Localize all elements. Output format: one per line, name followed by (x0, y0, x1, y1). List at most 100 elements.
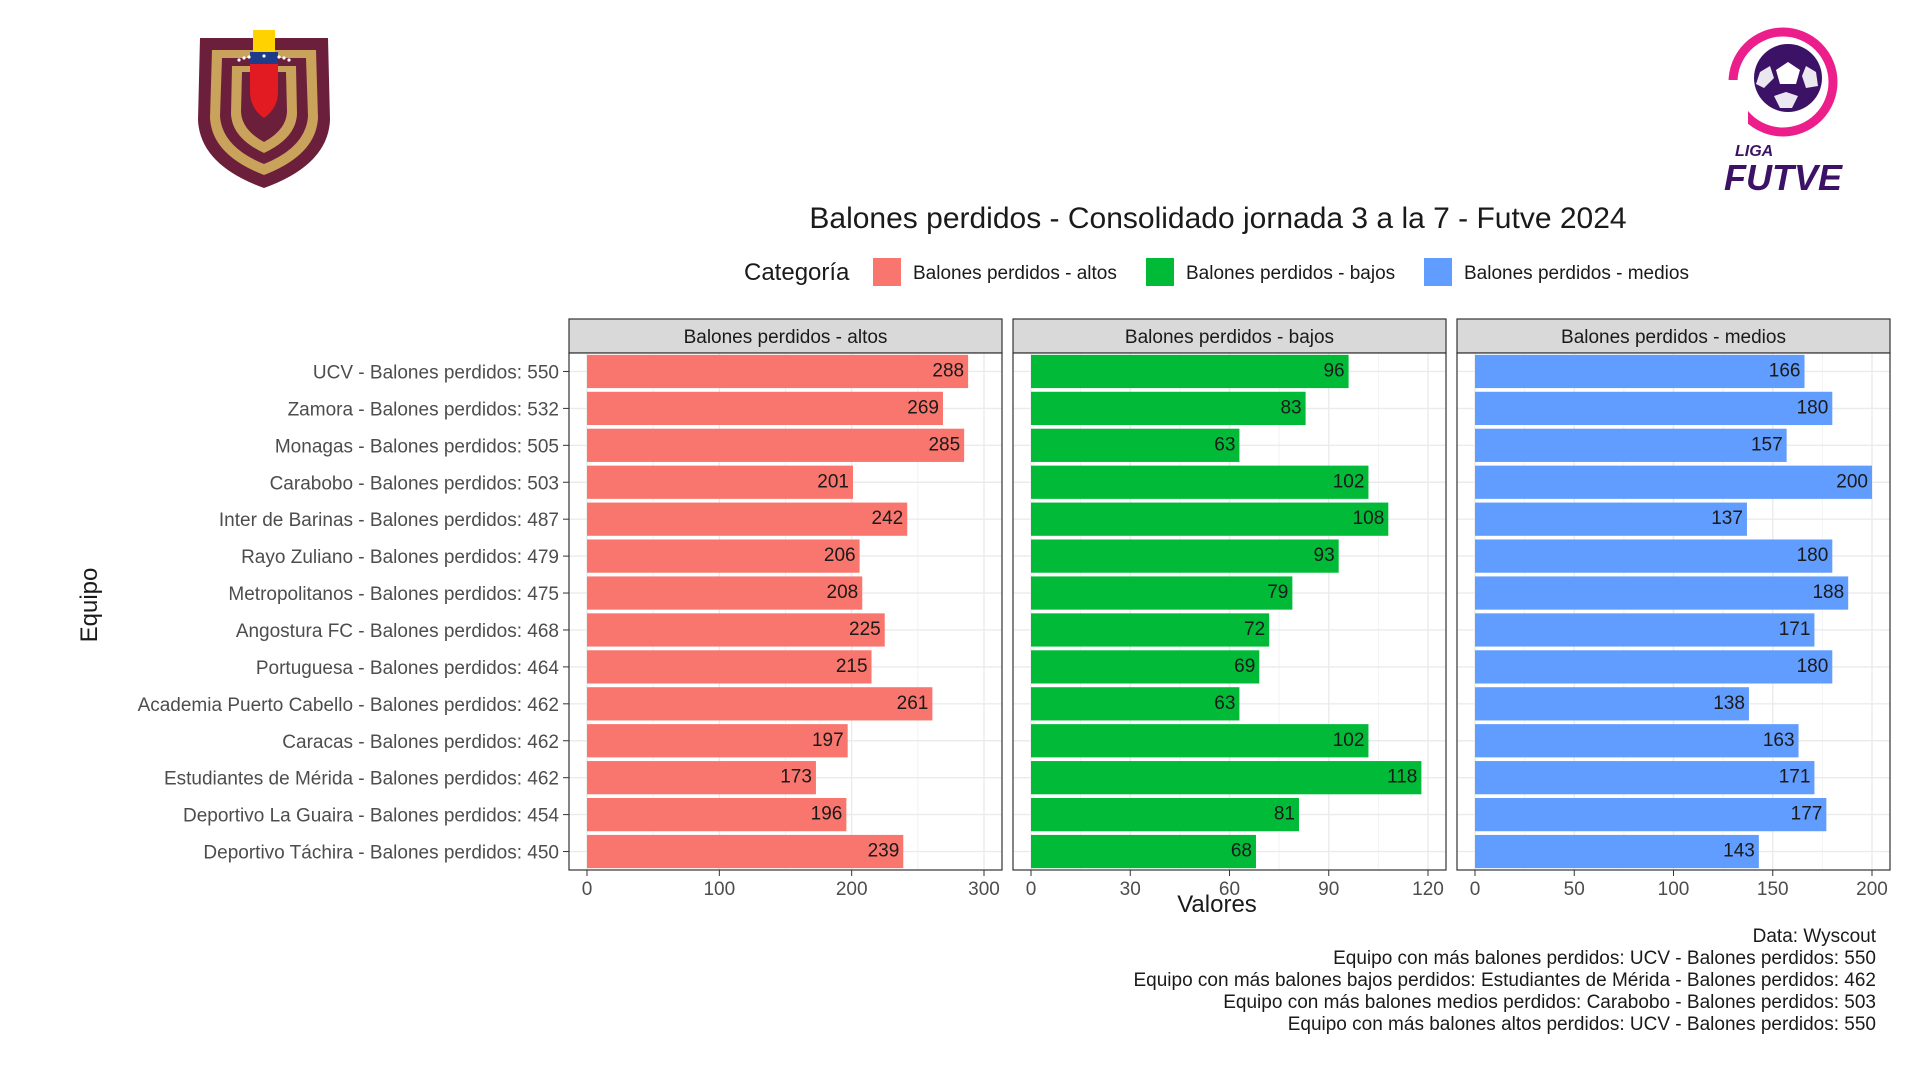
bar (1031, 650, 1260, 684)
x-tick-label: 100 (1658, 879, 1690, 900)
bar-value-label: 69 (1234, 656, 1255, 677)
bar-value-label: 173 (780, 767, 812, 788)
y-tick-label: Carabobo - Balones perdidos: 503 (270, 473, 559, 494)
bar (1475, 576, 1849, 610)
bar (1475, 687, 1749, 721)
caption-line: Equipo con más balones medios perdidos: … (1223, 992, 1876, 1013)
bar-value-label: 138 (1713, 693, 1745, 714)
bar-value-label: 206 (824, 545, 856, 566)
y-tick-label: Caracas - Balones perdidos: 462 (282, 732, 559, 753)
bar-value-label: 215 (836, 656, 868, 677)
bar-value-label: 108 (1353, 508, 1385, 529)
bar-value-label: 288 (932, 360, 964, 381)
bar (587, 834, 904, 869)
bar-value-label: 166 (1769, 360, 1801, 381)
bar (587, 576, 863, 610)
bar-value-label: 180 (1797, 397, 1829, 418)
bar-value-label: 157 (1751, 434, 1783, 455)
bar-value-label: 63 (1214, 693, 1235, 714)
bar (1031, 428, 1240, 462)
federation-crest-logo (198, 30, 330, 188)
panel-border (568, 352, 1003, 871)
bar (1031, 761, 1422, 795)
bar-value-label: 197 (812, 730, 844, 751)
bar-value-label: 285 (928, 434, 960, 455)
bar-value-label: 93 (1314, 545, 1335, 566)
bar-value-label: 269 (907, 397, 939, 418)
bar (1475, 465, 1872, 499)
y-tick-label: Rayo Zuliano - Balones perdidos: 479 (241, 547, 559, 568)
bar-value-label: 180 (1797, 545, 1829, 566)
legend-label: Balones perdidos - altos (913, 263, 1117, 284)
bar (587, 539, 860, 573)
bar (1475, 834, 1759, 869)
y-tick-label: Metropolitanos - Balones perdidos: 475 (228, 584, 559, 605)
x-tick-label: 90 (1318, 879, 1339, 900)
legend-swatch (1146, 258, 1174, 286)
bar-value-label: 239 (868, 841, 900, 862)
bar-value-label: 171 (1779, 767, 1811, 788)
bar (587, 761, 816, 795)
y-tick-label: Portuguesa - Balones perdidos: 464 (256, 658, 560, 679)
bar-value-label: 171 (1779, 619, 1811, 640)
liga-futve-logo: LIGA FUTVE (1724, 27, 1843, 198)
bar (587, 391, 943, 426)
x-tick-label: 60 (1219, 879, 1240, 900)
bar-value-label: 102 (1333, 730, 1365, 751)
bar-value-label: 79 (1267, 582, 1288, 603)
bar-value-label: 81 (1274, 804, 1295, 825)
bar (587, 465, 853, 499)
x-tick-label: 0 (582, 879, 593, 900)
bar (1475, 724, 1799, 758)
bar (1475, 539, 1833, 573)
legend-label: Balones perdidos - medios (1464, 263, 1689, 284)
bar (1475, 650, 1833, 684)
x-tick-label: 200 (836, 879, 868, 900)
bar-value-label: 180 (1797, 656, 1829, 677)
facet-strip (1456, 318, 1891, 354)
logo-text-liga: LIGA (1735, 143, 1773, 160)
bar (1031, 797, 1299, 832)
bar (1031, 576, 1293, 610)
y-tick-label: Deportivo La Guaira - Balones perdidos: … (183, 806, 559, 827)
bar (1475, 613, 1815, 647)
facet-strip-label: Balones perdidos - bajos (1125, 327, 1334, 348)
y-axis-title: Equipo (76, 568, 103, 643)
bar (587, 687, 933, 721)
facet-strip-label: Balones perdidos - medios (1561, 327, 1786, 348)
bar-value-label: 118 (1387, 767, 1417, 788)
bar (587, 797, 847, 832)
bar (1031, 502, 1389, 536)
bar (1475, 797, 1827, 832)
caption: Data: Wyscout Equipo con más balones per… (1133, 926, 1876, 1035)
bar (587, 502, 908, 536)
bar-value-label: 196 (811, 804, 843, 825)
bar-value-label: 177 (1791, 804, 1823, 825)
bar-value-label: 225 (849, 619, 881, 640)
chart-title: Balones perdidos - Consolidado jornada 3… (809, 202, 1626, 235)
y-tick-label: Academia Puerto Cabello - Balones perdid… (138, 695, 559, 716)
y-tick-label: UCV - Balones perdidos: 550 (313, 362, 559, 383)
legend: Categoría Balones perdidos - altos Balone… (744, 258, 1689, 286)
y-tick-label: Deportivo Táchira - Balones perdidos: 45… (203, 843, 559, 864)
caption-line: Equipo con más balones bajos perdidos: E… (1133, 970, 1876, 991)
facet-strip (1012, 318, 1447, 354)
bar (1031, 613, 1270, 647)
x-tick-label: 150 (1757, 879, 1789, 900)
y-tick-label: Zamora - Balones perdidos: 532 (288, 399, 559, 420)
bar (1031, 391, 1306, 426)
facet-panel: Balones perdidos - medios 166 180 157 200 137… (1456, 318, 1891, 900)
caption-line: Equipo con más balones perdidos: UCV - B… (1333, 948, 1876, 969)
bar-value-label: 261 (897, 693, 929, 714)
x-tick-label: 200 (1856, 879, 1888, 900)
facet-panel: Balones perdidos - bajos 96 83 63 102 108 93 79… (1012, 318, 1447, 900)
x-tick-label: 100 (703, 879, 735, 900)
legend-title: Categoría (744, 259, 850, 286)
bar-value-label: 208 (827, 582, 859, 603)
x-axis-title: Valores (1177, 891, 1257, 918)
legend-swatch (873, 258, 901, 286)
bar (1031, 687, 1240, 721)
bar-value-label: 63 (1214, 434, 1235, 455)
bar-value-label: 68 (1231, 841, 1252, 862)
